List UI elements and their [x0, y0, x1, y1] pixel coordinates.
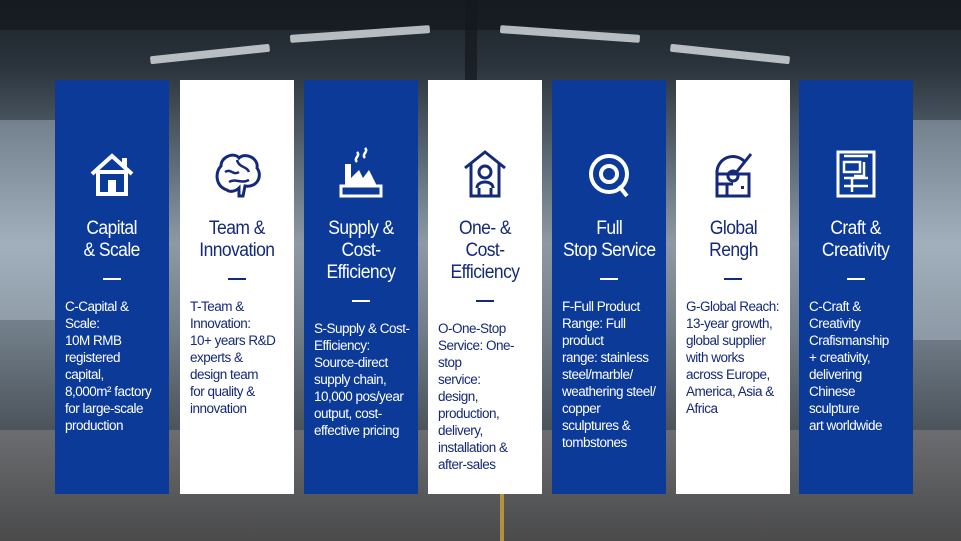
feature-panel: Global Rengh G-Global Reach: 13-year gro… — [676, 80, 790, 494]
divider — [847, 278, 865, 280]
feature-panel: One- & Cost-Efficiency O-One-Stop Servic… — [428, 80, 542, 494]
factory-icon — [339, 147, 383, 198]
panel-title: Team & Innovation — [199, 218, 275, 261]
house-icon — [90, 153, 134, 196]
panel-title: Full Stop Service — [562, 218, 656, 261]
panel-title: Capital & Scale — [83, 218, 141, 261]
house-person-icon — [464, 150, 506, 198]
divider — [600, 278, 618, 280]
feature-panel: Team & Innovation T-Team & Innovation: 1… — [180, 80, 294, 494]
panel-title: Craft & Creativity — [822, 218, 890, 261]
feature-panel: Full Stop Service F-Full Product Range: … — [552, 80, 666, 494]
feature-panel: Capital & Scale C-Capital & Scale: 10M R… — [55, 80, 169, 494]
panel-description: C-Craft & Creativity Crafismanship + cre… — [809, 299, 889, 433]
panel-title: Supply & Cost-Efficiency — [326, 218, 397, 283]
panel-title: One- & Cost-Efficiency — [450, 218, 521, 283]
panel-description: G-Global Reach: 13-year growth, global s… — [686, 299, 780, 416]
panel-description: O-One-Stop Service: One-stop service: de… — [438, 321, 515, 472]
divider — [103, 278, 121, 280]
blueprint-icon — [836, 150, 876, 198]
panel-description: F-Full Product Range: Full product range… — [562, 299, 656, 450]
panel-description: T-Team & Innovation: 10+ years R&D exper… — [190, 299, 276, 416]
divider — [724, 278, 742, 280]
panel-title: Global Rengh — [708, 218, 758, 261]
brain-icon — [215, 153, 261, 198]
target-search-icon — [589, 154, 629, 198]
feature-panel: Supply & Cost-Efficiency S-Supply & Cost… — [304, 80, 418, 494]
divider — [228, 278, 246, 280]
globe-tools-icon — [715, 153, 753, 198]
panel-description: C-Capital & Scale: 10M RMB registered ca… — [65, 299, 152, 433]
divider — [476, 300, 494, 302]
feature-panel: Craft & Creativity C-Craft & Creativity … — [799, 80, 913, 494]
panel-description: S-Supply & Cost- Efficiency: Source-dire… — [314, 321, 410, 438]
divider — [352, 300, 370, 302]
